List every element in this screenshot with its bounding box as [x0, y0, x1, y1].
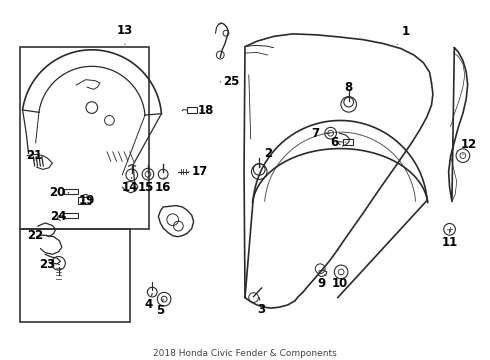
Text: 17: 17	[189, 165, 208, 178]
Text: 7: 7	[311, 127, 330, 140]
Text: 14: 14	[122, 177, 138, 194]
Text: 16: 16	[155, 177, 172, 194]
Bar	[187, 107, 197, 113]
Bar	[343, 139, 353, 145]
Bar	[21, 47, 149, 229]
Bar	[63, 213, 77, 219]
Text: 5: 5	[156, 299, 165, 317]
Text: 23: 23	[39, 258, 59, 271]
Text: 1: 1	[397, 25, 410, 44]
Text: 6: 6	[330, 136, 346, 149]
Text: 9: 9	[317, 274, 325, 290]
Text: 3: 3	[258, 298, 266, 316]
Bar	[21, 229, 130, 322]
Text: 18: 18	[198, 104, 214, 117]
Bar	[77, 197, 90, 204]
Text: 19: 19	[79, 194, 95, 207]
Text: 20: 20	[49, 186, 69, 199]
Text: 15: 15	[138, 177, 154, 194]
Text: 2: 2	[259, 147, 272, 168]
Text: 11: 11	[441, 230, 458, 249]
Text: 25: 25	[220, 76, 240, 89]
Text: 22: 22	[27, 226, 44, 242]
Text: 12: 12	[461, 138, 477, 154]
Text: 10: 10	[332, 274, 348, 290]
Text: 2018 Honda Civic Fender & Components: 2018 Honda Civic Fender & Components	[153, 349, 337, 358]
Text: 13: 13	[117, 24, 133, 44]
Text: 8: 8	[344, 81, 353, 97]
Text: 24: 24	[50, 210, 67, 223]
Text: 21: 21	[26, 149, 43, 162]
Text: 4: 4	[145, 293, 153, 311]
Bar	[64, 189, 77, 194]
